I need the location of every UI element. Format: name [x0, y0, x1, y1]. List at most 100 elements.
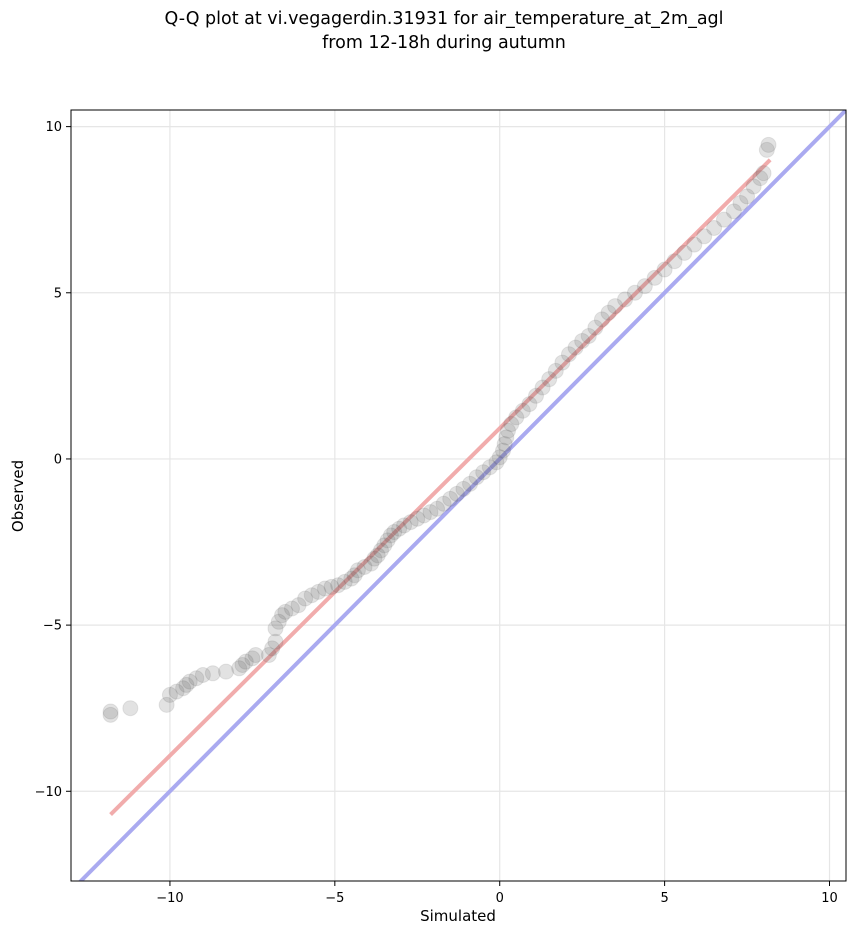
quantile-point: [188, 670, 205, 687]
quantile-point: [346, 567, 363, 584]
quantile-point: [560, 346, 577, 363]
quantile-point: [528, 387, 544, 404]
quantile-point: [600, 304, 617, 321]
quantile-point: [178, 676, 195, 693]
quantile-points: [102, 136, 777, 723]
quantile-point: [161, 686, 178, 703]
quantile-point: [508, 409, 525, 426]
quantile-point: [356, 558, 373, 575]
quantile-point: [696, 228, 713, 245]
x-axis-label: Simulated: [420, 907, 496, 925]
quantile-point: [676, 244, 693, 261]
quantile-point: [491, 449, 508, 466]
quantile-point: [725, 203, 742, 220]
quantile-point: [369, 547, 386, 564]
quantile-point: [409, 510, 426, 527]
quantile-point: [666, 253, 683, 270]
fit-line: [109, 158, 772, 816]
quantile-point: [567, 339, 584, 356]
quantile-point: [343, 570, 360, 587]
quantile-point: [402, 514, 419, 531]
quantile-point: [636, 278, 653, 295]
quantile-point: [247, 647, 264, 664]
quantile-point: [303, 587, 320, 604]
quantile-point: [366, 550, 383, 567]
quantile-point: [415, 507, 432, 524]
quantile-point: [382, 527, 399, 544]
quantile-point: [760, 136, 777, 153]
y-tick-label: 10: [45, 120, 62, 135]
plot-frame: [70, 109, 847, 882]
quantile-point: [158, 696, 175, 713]
quantile-point: [363, 555, 380, 572]
quantile-point: [194, 666, 211, 683]
quantile-point: [514, 402, 531, 419]
x-tick-label: 0: [496, 891, 504, 906]
grid: [71, 110, 846, 881]
quantile-point: [499, 422, 516, 439]
quantile-point: [495, 442, 512, 459]
quantile-point: [260, 647, 277, 664]
x-tick-label: 10: [821, 891, 838, 906]
quantile-point: [234, 656, 251, 673]
quantile-point: [277, 603, 294, 620]
x-tick-label: 5: [660, 891, 668, 906]
quantile-point: [488, 454, 505, 471]
quantile-point: [122, 700, 139, 717]
quantile-point: [481, 459, 498, 476]
quantile-point: [607, 298, 624, 315]
quantile-point: [752, 170, 769, 187]
quantile-point: [706, 219, 723, 236]
y-tick-label: 0: [54, 452, 62, 467]
quantile-point: [541, 371, 558, 388]
quantile-point: [102, 703, 119, 720]
quantile-point: [270, 613, 287, 630]
quantile-point: [496, 435, 513, 452]
reference-lines: [78, 110, 846, 881]
chart-title-line2: from 12-18h during autumn: [322, 33, 566, 53]
quantile-point: [758, 141, 775, 158]
quantile-point: [646, 269, 663, 286]
identity-line: [78, 110, 846, 881]
quantile-point: [547, 362, 564, 379]
quantile-point: [274, 607, 291, 624]
quantile-point: [455, 480, 472, 497]
quantile-point: [574, 332, 591, 349]
y-axis-label: Observed: [9, 460, 27, 532]
quantile-point: [656, 261, 673, 278]
quantile-point: [379, 532, 396, 549]
quantile-point: [435, 495, 452, 512]
quantile-point: [422, 504, 439, 521]
quantile-point: [175, 680, 192, 697]
quantile-point: [336, 573, 353, 590]
quantile-point: [503, 416, 520, 433]
quantile-point: [264, 640, 281, 657]
quantile-point: [267, 620, 284, 637]
quantile-point: [102, 706, 119, 723]
quantile-point: [462, 475, 479, 492]
quantile-point: [587, 319, 604, 336]
quantile-point: [554, 354, 571, 371]
quantile-point: [204, 665, 221, 682]
quantile-point: [181, 673, 198, 690]
quantile-point: [626, 284, 643, 301]
quantile-point: [391, 520, 408, 537]
quantile-point: [267, 633, 284, 650]
quantile-point: [448, 485, 465, 502]
y-axis-ticks: −10 −5 0 5 10: [35, 120, 71, 800]
quantile-point: [290, 597, 307, 614]
quantile-point: [745, 178, 762, 195]
quantile-point: [715, 211, 732, 228]
quantile-point: [593, 311, 610, 328]
quantile-point: [316, 580, 333, 597]
quantile-point: [686, 236, 703, 253]
quantile-point: [218, 663, 234, 680]
y-tick-label: 5: [54, 286, 62, 301]
quantile-point: [739, 188, 756, 205]
quantile-point: [617, 291, 634, 308]
quantile-point: [580, 327, 597, 344]
chart-title-line1: Q-Q plot at vi.vegagerdin.31931 for air_…: [164, 9, 723, 29]
quantile-point: [244, 650, 261, 667]
